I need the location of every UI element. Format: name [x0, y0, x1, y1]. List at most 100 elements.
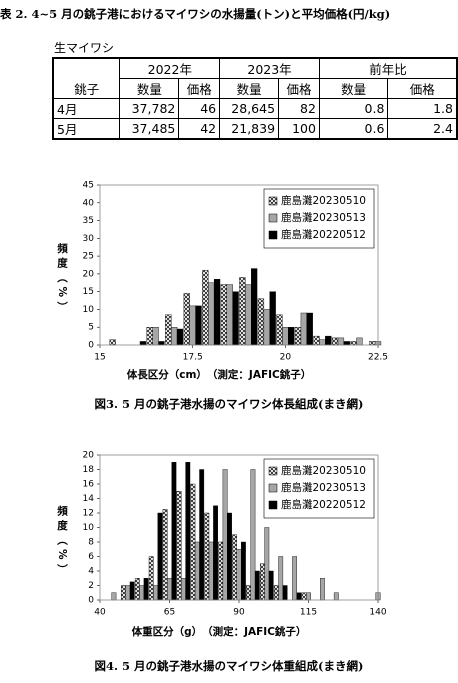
- y-tick-label: 8: [88, 538, 94, 548]
- x-axis-label: 体重区分（g） （測定：JAFIC銚子）: [132, 625, 307, 638]
- bar: [162, 509, 168, 601]
- x-tick-label: 115: [300, 608, 317, 618]
- bar: [325, 335, 332, 346]
- bar: [185, 462, 191, 601]
- bar: [204, 512, 210, 601]
- bar: [157, 512, 163, 601]
- bar: [239, 277, 246, 346]
- bar: [170, 327, 178, 346]
- table-cell: 5月: [52, 118, 121, 140]
- bar: [278, 556, 284, 601]
- table-cell: 0.6: [318, 118, 389, 140]
- bar: [257, 298, 265, 346]
- table-cell: 価格: [387, 78, 458, 99]
- table-cell: 数量: [119, 78, 180, 99]
- bar: [152, 327, 159, 346]
- y-tick-label: 16: [83, 480, 95, 490]
- table-cell: 0.8: [318, 98, 389, 119]
- legend-label: 鹿島灘20230513: [281, 211, 366, 224]
- bar: [264, 527, 270, 601]
- y-tick-label: 0: [88, 341, 94, 351]
- bar: [319, 578, 325, 601]
- table-cell: 2022年: [119, 57, 221, 79]
- x-tick-label: 15: [94, 353, 105, 363]
- bar: [254, 570, 260, 601]
- legend-label: 鹿島灘20230510: [281, 194, 366, 207]
- legend-swatch: [268, 500, 278, 510]
- bar: [165, 314, 172, 346]
- legend-swatch: [268, 483, 278, 493]
- table-cell: 2023年: [219, 57, 320, 79]
- legend-label: 鹿島灘20230513: [281, 481, 366, 494]
- table-cell: 42: [178, 118, 221, 140]
- y-axis-label: 頻度（%）: [56, 242, 68, 315]
- legend-box: [263, 458, 375, 519]
- y-axis-label: 頻度（%）: [56, 505, 68, 578]
- bar: [232, 534, 237, 601]
- table-cell: 21,839: [219, 118, 280, 140]
- bar: [213, 279, 221, 346]
- x-tick-label: 22.5: [368, 353, 388, 363]
- bar: [288, 327, 295, 346]
- bar: [343, 341, 350, 346]
- bar: [111, 592, 117, 601]
- y-tick-label: 45: [83, 181, 94, 191]
- bar: [208, 282, 215, 346]
- bar: [241, 541, 246, 601]
- bar: [259, 563, 265, 601]
- table-cell: 82: [278, 98, 320, 119]
- table-cell: 46: [178, 98, 221, 119]
- y-tick-label: 20: [83, 451, 95, 461]
- bar: [158, 341, 165, 346]
- y-tick-label: 30: [83, 234, 95, 244]
- table-row: 4月 37,782 46 28,645 82 0.8 1.8: [52, 98, 458, 119]
- table-cell: 100: [278, 118, 320, 140]
- plot-frame: [99, 454, 379, 601]
- x-tick-label: 20: [280, 353, 292, 363]
- y-tick-label: 12: [83, 509, 94, 519]
- y-tick-label: 14: [83, 494, 95, 504]
- table: 2022年 2023年 前年比 銚子 数量 価格 数量 価格 数量 価格 4月 37,782 46 28,…: [52, 57, 458, 140]
- table-row: 2022年 2023年 前年比: [52, 57, 458, 79]
- bar: [251, 268, 258, 346]
- y-tick-label: 18: [83, 465, 95, 475]
- figure-caption: 図4. 5 月の銚子港水揚のマイワシ体重組成(まき網): [94, 659, 364, 673]
- bar: [125, 585, 131, 601]
- chart: 0 5 10 15 20 25 30 35 40 45 15 17.5 20 22.5 体長区分（cm） （…: [56, 181, 388, 382]
- bar: [313, 335, 320, 346]
- bar: [331, 337, 339, 346]
- x-axis-label: 体長区分（cm） （測定：JAFIC銚子）: [127, 368, 311, 381]
- bar: [333, 592, 339, 601]
- table-cell: 37,485: [119, 118, 180, 140]
- table-cell: 28,645: [219, 98, 280, 119]
- y-tick-label: 6: [88, 552, 94, 562]
- table-cell: 価格: [278, 78, 320, 99]
- table-cell: 1.8: [387, 98, 458, 119]
- y-tick-label: 4: [88, 567, 94, 577]
- table-cell: 価格: [178, 78, 221, 99]
- chart: 0 2 4 6 8 10 12 14 16 18 20 40 65 90 115 140 体重区分（g） （測定…: [56, 451, 387, 639]
- bar: [148, 556, 154, 601]
- bar: [183, 293, 190, 346]
- bar: [282, 327, 289, 346]
- bar: [263, 309, 270, 346]
- y-tick-label: 20: [83, 269, 95, 279]
- table-cell: 4月: [52, 98, 121, 119]
- bar: [282, 585, 288, 601]
- bar: [350, 341, 357, 346]
- bar: [208, 541, 214, 601]
- bar: [139, 585, 145, 601]
- bar: [296, 592, 302, 601]
- x-tick-label: 90: [233, 608, 245, 618]
- bar: [276, 314, 283, 346]
- bar: [220, 284, 227, 346]
- bar: [337, 337, 345, 346]
- x-tick-label: 140: [369, 608, 386, 618]
- bar: [222, 469, 228, 601]
- bar: [129, 581, 135, 601]
- table-cell: 銚子: [52, 78, 121, 99]
- bar: [190, 483, 196, 601]
- legend-label: 鹿島灘20220512: [281, 228, 366, 241]
- bar: [134, 578, 140, 601]
- legend-label: 鹿島灘20230510: [281, 464, 366, 477]
